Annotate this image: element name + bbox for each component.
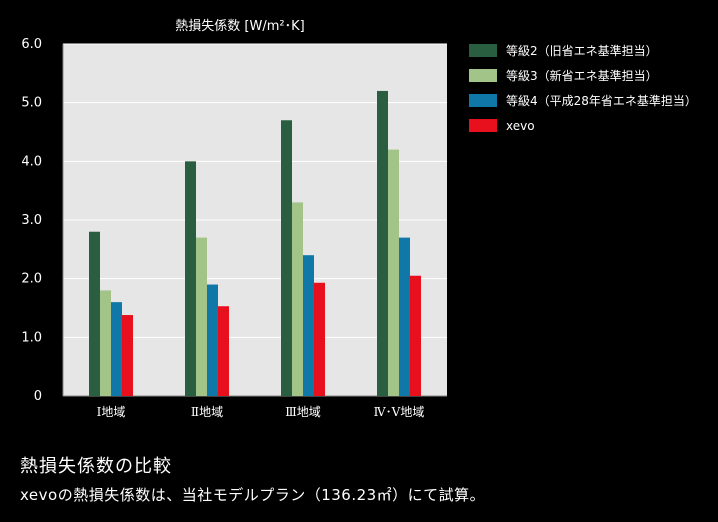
bar-4-2: [218, 306, 229, 396]
bar-1-4: [377, 90, 388, 396]
bar-3-1: [111, 302, 122, 396]
bar-2-2: [196, 237, 207, 396]
legend-swatch: [469, 69, 497, 82]
y-tick-label: 2.0: [21, 272, 42, 287]
bar-3-3: [303, 255, 314, 396]
legend-label: 等級2（旧省エネ基準担当）: [506, 43, 658, 58]
bar-4-3: [314, 282, 325, 396]
x-tick-label: Ⅰ地域: [97, 405, 126, 419]
bar-4-4: [410, 275, 421, 396]
bars: [89, 90, 421, 397]
y-tick-label: 6.0: [21, 37, 42, 52]
bar-3-4: [399, 237, 410, 396]
bar-2-1: [100, 290, 111, 396]
x-tick-label: Ⅱ地域: [191, 405, 223, 419]
heat-loss-chart: 熱損失係数 [W/m²･K] 0 1.0 2.0 3.0 4.0 5.0 6.0 Ⅰ地域 Ⅱ地…: [21, 19, 697, 419]
y-tick-label: 1.0: [21, 330, 42, 345]
bar-1-3: [281, 120, 292, 397]
y-tick-label: 3.0: [21, 213, 42, 228]
x-axis-labels: Ⅰ地域 Ⅱ地域 Ⅲ地域 Ⅳ･Ⅴ地域: [97, 405, 425, 419]
bar-1-2: [185, 161, 196, 396]
x-tick-label: Ⅳ･Ⅴ地域: [374, 405, 425, 419]
y-tick-label: 4.0: [21, 154, 42, 169]
y-tick-label: 5.0: [21, 96, 42, 111]
y-axis-ticks: 0 1.0 2.0 3.0 4.0 5.0 6.0: [21, 37, 42, 404]
legend-swatch: [469, 94, 497, 107]
legend-label: 等級3（新省エネ基準担当）: [506, 68, 658, 83]
legend: 等級2（旧省エネ基準担当） 等級3（新省エネ基準担当） 等級4（平成28年省エネ基準…: [469, 43, 697, 133]
x-tick-label: Ⅲ地域: [285, 405, 321, 419]
legend-swatch: [469, 44, 497, 57]
chart-title: 熱損失係数 [W/m²･K]: [175, 19, 304, 34]
legend-label: 等級4（平成28年省エネ基準担当）: [506, 93, 697, 108]
bar-1-1: [89, 231, 100, 396]
y-tick-label: 0: [34, 389, 42, 404]
legend-label: xevo: [506, 119, 535, 133]
bar-2-3: [292, 202, 303, 396]
caption-subtitle: xevoの熱損失係数は、当社モデルプラン（136.23㎡）にて試算。: [20, 486, 486, 504]
bar-4-1: [122, 315, 133, 396]
legend-swatch: [469, 119, 497, 132]
bar-2-4: [388, 149, 399, 396]
bar-3-2: [207, 284, 218, 396]
caption-title: 熱損失係数の比較: [20, 456, 172, 477]
